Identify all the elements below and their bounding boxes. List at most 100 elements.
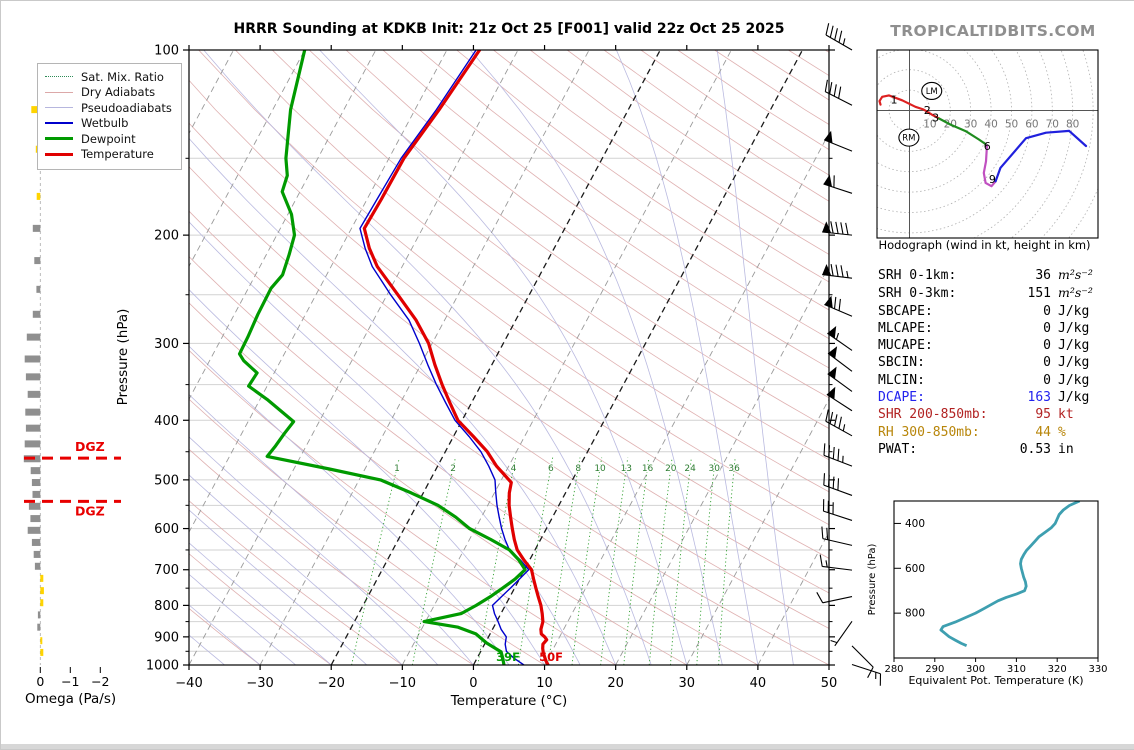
omega-tick-label: 0: [36, 674, 44, 689]
stats-label: SRH 0-3km:: [878, 285, 956, 302]
theta-e-x-title: Equivalent Pot. Temperature (K): [908, 674, 1083, 687]
hodograph-marker-label: LM: [926, 87, 938, 97]
x-tick-label: 50: [821, 676, 838, 691]
omega-bar: [27, 334, 41, 341]
hodograph-ring-label: 50: [1005, 119, 1018, 131]
omega-bar: [28, 391, 41, 398]
mixing-ratio-label: 20: [665, 464, 677, 474]
theta-e-y-tick: 600: [905, 563, 925, 575]
hodograph-ring-label: 30: [964, 119, 977, 131]
legend-label: Temperature: [81, 147, 154, 161]
omega-bar: [38, 611, 40, 618]
wind-barb: [817, 592, 852, 603]
theta-e-y-title: Pressure (hPa): [867, 544, 878, 616]
legend-label: Pseudoadiabats: [81, 101, 172, 115]
mixing-ratio-label: 4: [511, 464, 517, 474]
x-tick-label: 30: [679, 676, 696, 691]
stats-value: 44: [980, 424, 1051, 441]
stats-label: SRH 0-1km:: [878, 267, 956, 284]
pressure-tick-label: 600: [154, 522, 179, 537]
omega-bar: [36, 286, 40, 293]
stats-value: 0.53: [917, 441, 1051, 458]
mixing-ratio-label: 6: [548, 464, 554, 474]
stats-value: 0: [933, 320, 1051, 337]
hodograph-height-label: 6: [984, 140, 991, 153]
omega-bar: [26, 373, 40, 380]
x-tick-label: 10: [536, 676, 553, 691]
mixing-ratio-line: [649, 458, 672, 665]
stats-unit: J/kg: [1058, 320, 1116, 337]
pressure-tick-label: 100: [154, 44, 179, 59]
stats-label: MLCIN:: [878, 372, 925, 389]
hodograph-ring-label: 70: [1046, 119, 1059, 131]
dgz-label: DGZ: [75, 503, 105, 518]
stats-value: 36: [956, 267, 1051, 284]
surface-temp-label: 50F: [539, 650, 563, 664]
mixing-ratio-label: 24: [684, 464, 696, 474]
y-axis-title: Pressure (hPa): [115, 309, 131, 406]
mixing-ratio-label: 1: [394, 464, 400, 474]
hodograph-marker-label: RM: [902, 134, 915, 144]
stats-unit: kt: [1058, 406, 1116, 423]
mixing-ratio-line: [601, 458, 628, 665]
legend-label: Dry Adiabats: [81, 85, 155, 99]
mixing-ratio-label: 30: [708, 464, 720, 474]
x-tick-label: 20: [607, 676, 624, 691]
stats-label: DCAPE:: [878, 389, 925, 406]
wind-barb: [823, 499, 852, 520]
stats-unit: m²s⁻²: [1058, 284, 1116, 301]
sounding-profiles: [240, 50, 549, 665]
omega-bar: [32, 539, 40, 546]
legend-swatch-wetbulb: [45, 122, 73, 124]
stats-unit: J/kg: [1058, 354, 1116, 371]
pressure-tick-label: 400: [154, 414, 179, 429]
stats-label: RH 300-850mb:: [878, 424, 980, 441]
stats-unit: J/kg: [1058, 303, 1116, 320]
stats-value: 0: [933, 337, 1051, 354]
stats-label: PWAT:: [878, 441, 917, 458]
stats-unit: %: [1058, 424, 1116, 441]
legend-swatch-sat-mix-ratio: [45, 76, 73, 77]
omega-bar: [40, 587, 44, 594]
x-tick-label: −40: [175, 676, 202, 691]
omega-bar: [25, 355, 41, 362]
pressure-tick-label: 700: [154, 563, 179, 578]
mixing-ratio-label: 2: [450, 464, 456, 474]
theta-e-x-tick: 280: [884, 664, 903, 675]
omega-bar: [32, 479, 40, 486]
theta-e-y-tick: 400: [905, 518, 925, 530]
wind-barb: [831, 621, 852, 646]
hodograph-height-label: 1: [890, 93, 897, 106]
wind-barb: [826, 23, 852, 50]
omega-bar: [30, 515, 40, 522]
pseudoadiabat-line: [717, 50, 793, 665]
omega-bar: [25, 440, 41, 447]
pressure-tick-label: 300: [154, 337, 179, 352]
x-axis-title: Temperature (°C): [450, 693, 568, 709]
pressure-tick-label: 1000: [146, 659, 179, 674]
stats-label: SHR 200-850mb:: [878, 406, 988, 423]
pressure-tick-label: 500: [154, 473, 179, 488]
hodograph-caption: Hodograph (wind in kt, height in km): [878, 238, 1090, 252]
mixing-ratio-label: 13: [621, 464, 632, 474]
wind-barb: [823, 175, 852, 194]
pressure-tick-label: 200: [154, 229, 179, 244]
pressure-tick-label: 800: [154, 599, 179, 614]
wind-barb: [824, 473, 852, 495]
wind-barb: [826, 410, 852, 436]
x-tick-label: −10: [389, 676, 416, 691]
stats-value: 0: [933, 303, 1051, 320]
stats-label: MUCAPE:: [878, 337, 933, 354]
stats-value: 0: [925, 354, 1051, 371]
mixing-ratio-label: 8: [575, 464, 581, 474]
wind-barb: [827, 326, 852, 350]
stats-unit: J/kg: [1058, 337, 1116, 354]
